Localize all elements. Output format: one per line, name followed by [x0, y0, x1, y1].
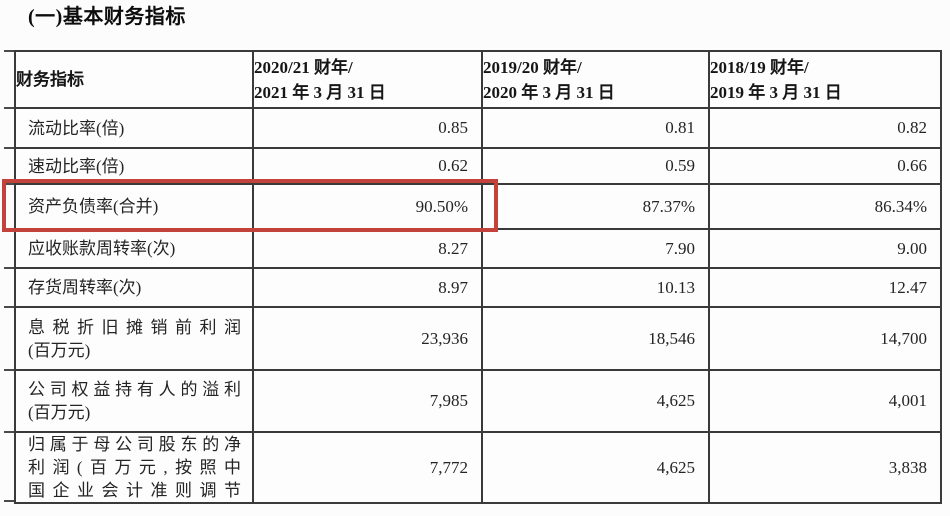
text-line: 资产负债率(合并): [28, 197, 159, 216]
value-cell: 3,838: [710, 433, 940, 502]
left-tick: [4, 50, 14, 52]
value-text: 0.81: [665, 118, 695, 137]
text-line: (百万元): [28, 340, 91, 360]
value-text: 7,772: [429, 457, 468, 477]
text-line: (百万元): [28, 403, 91, 422]
value-text: 0.66: [897, 156, 927, 175]
value-text: 23,936: [421, 328, 468, 348]
text-line: 归属于母公司股东的净: [28, 435, 241, 454]
value-cell: 8.27: [254, 230, 483, 269]
value-cell: 14,700: [710, 308, 940, 371]
value-text: 4,625: [656, 391, 695, 410]
left-tick: [4, 369, 14, 371]
row-label: 应收账款周转率(次): [16, 230, 254, 269]
left-tick: [4, 267, 14, 269]
header-period-cell: 2020/21 财年/2021 年 3 月 31 日: [254, 52, 483, 109]
header-label-cell: 财务指标: [16, 52, 254, 109]
left-tick: [4, 183, 14, 185]
header-period-cell: 2019/20 财年/2020 年 3 月 31 日: [483, 52, 710, 109]
value-cell: 86.34%: [710, 185, 940, 230]
left-tick: [4, 107, 14, 109]
value-cell: 0.66: [710, 149, 940, 185]
text-line: 2019 年 3 月 31 日: [710, 82, 842, 102]
value-text: 7,985: [429, 391, 468, 410]
value-cell: 18,546: [483, 308, 710, 371]
value-text: 10.13: [656, 277, 695, 297]
value-cell: 87.37%: [483, 185, 710, 230]
text-line: 存货周转率(次): [28, 278, 142, 297]
section-title: (一)基本财务指标: [28, 6, 186, 28]
value-text: 0.62: [438, 156, 468, 175]
value-cell: 0.82: [710, 109, 940, 149]
value-cell: 90.50%: [254, 185, 483, 230]
value-text: 7.90: [665, 238, 695, 258]
financial-indicators-table: 财务指标 2020/21 财年/2021 年 3 月 31 日 2019/20 财年…: [2, 50, 942, 504]
value-cell: 0.81: [483, 109, 710, 149]
text-line: 公司权益持有人的溢利: [28, 380, 241, 399]
text-line: 2020/21 财年/: [254, 57, 353, 77]
table-grid: 财务指标 2020/21 财年/2021 年 3 月 31 日 2019/20 财年…: [14, 50, 942, 504]
value-text: 9.00: [897, 238, 927, 258]
text-line: 利润(百万元,按照中: [28, 458, 241, 477]
value-cell: 9.00: [710, 230, 940, 269]
value-text: 0.59: [665, 156, 695, 175]
value-text: 0.85: [438, 118, 468, 137]
left-tick: [4, 431, 14, 433]
value-text: 4,001: [888, 391, 927, 410]
value-cell: 10.13: [483, 269, 710, 308]
value-text: 3,838: [888, 457, 927, 477]
value-text: 8.27: [438, 238, 468, 258]
value-text: 12.47: [888, 277, 927, 297]
text-line: 财务指标: [16, 70, 84, 89]
value-text: 18,546: [648, 328, 695, 348]
text-line: 2018/19 财年/: [710, 57, 809, 77]
left-tick: [4, 147, 14, 149]
value-cell: 8.97: [254, 269, 483, 308]
text-line: 2019/20 财年/: [483, 57, 582, 77]
value-cell: 23,936: [254, 308, 483, 371]
row-label: 息税折旧摊销前利润 (百万元): [16, 308, 254, 371]
left-tick: [4, 500, 14, 502]
left-tick: [4, 306, 14, 308]
text-line: 应收账款周转率(次): [28, 239, 176, 258]
value-text: 8.97: [438, 277, 468, 297]
left-tick: [4, 228, 14, 230]
row-label: 存货周转率(次): [16, 269, 254, 308]
value-cell: 12.47: [710, 269, 940, 308]
value-cell: 0.59: [483, 149, 710, 185]
value-text: 4,625: [656, 457, 695, 477]
row-label: 流动比率(倍): [16, 109, 254, 149]
value-cell: 4,625: [483, 433, 710, 502]
value-cell: 4,625: [483, 371, 710, 433]
value-text: 0.82: [897, 118, 927, 137]
value-text: 86.34%: [874, 196, 927, 216]
text-line: 流动比率(倍): [28, 118, 125, 138]
value-cell: 0.62: [254, 149, 483, 185]
row-label: 资产负债率(合并): [16, 185, 254, 230]
row-label: 归属于母公司股东的净 利润(百万元,按照中 国企业会计准则调节: [16, 433, 254, 502]
text-line: 2020 年 3 月 31 日: [483, 82, 615, 102]
text-line: 息税折旧摊销前利润: [28, 317, 241, 337]
text-line: 速动比率(倍): [28, 156, 125, 176]
row-label: 速动比率(倍): [16, 149, 254, 185]
row-label: 公司权益持有人的溢利 (百万元): [16, 371, 254, 433]
value-text: 87.37%: [642, 196, 695, 216]
value-cell: 7.90: [483, 230, 710, 269]
value-cell: 7,772: [254, 433, 483, 502]
text-line: 国企业会计准则调节: [28, 481, 241, 500]
value-cell: 0.85: [254, 109, 483, 149]
text-line: 2021 年 3 月 31 日: [254, 82, 386, 102]
value-text: 90.50%: [415, 196, 468, 216]
header-period-cell: 2018/19 财年/2019 年 3 月 31 日: [710, 52, 940, 109]
value-cell: 4,001: [710, 371, 940, 433]
value-cell: 7,985: [254, 371, 483, 433]
value-text: 14,700: [880, 328, 927, 348]
